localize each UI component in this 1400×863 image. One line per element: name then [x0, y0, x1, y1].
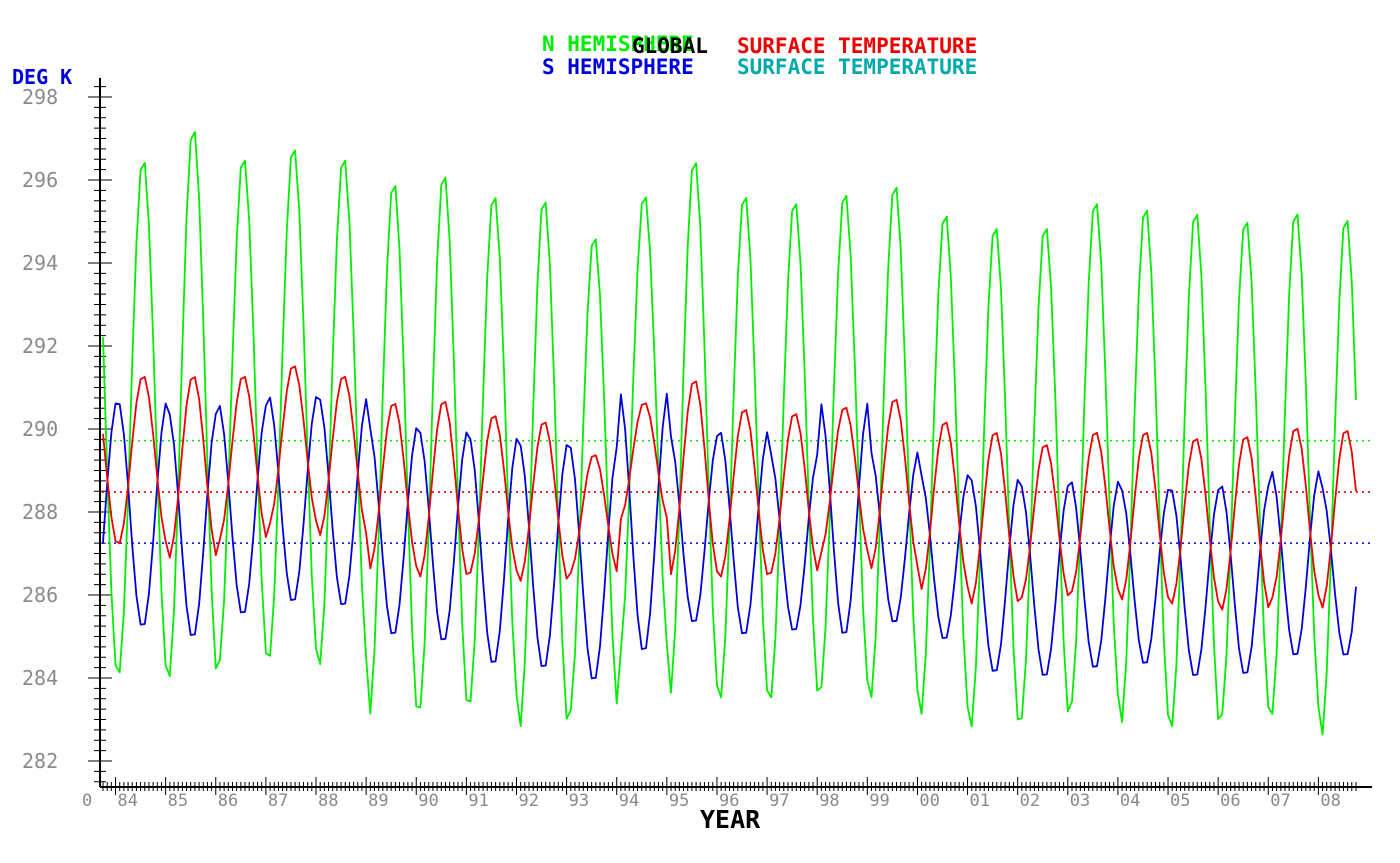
x-tick-label: 91	[468, 791, 488, 811]
x-tick-label: 96	[719, 791, 739, 811]
y-tick-label: 284	[22, 666, 58, 690]
x-ticks: 84 85 86 87 88 89 90 91 92 93 94 95 96 97 98 99 00 01 02 03…	[102, 777, 1357, 811]
y-tick-label: 290	[22, 417, 58, 441]
axes	[99, 78, 1372, 788]
x-tick-label: 90	[418, 791, 438, 811]
y-ticks: 282 284 286 288 290 292 294 296 298	[22, 85, 112, 783]
x-tick-label: 89	[368, 791, 388, 811]
series-lines	[102, 131, 1357, 736]
x-axis-label: YEAR	[700, 805, 761, 834]
y-axis-label: DEG K	[12, 65, 72, 89]
x-tick-label: 06	[1220, 791, 1240, 811]
origin-label: 0	[82, 791, 92, 811]
x-tick-label: 01	[970, 791, 990, 811]
x-tick-label: 84	[118, 791, 138, 811]
y-tick-label: 296	[22, 168, 58, 192]
title-surface-temperature-red: SURFACE TEMPERATURE	[737, 34, 977, 58]
x-tick-label: 04	[1120, 791, 1140, 811]
x-tick-label: 87	[268, 791, 288, 811]
y-tick-label: 294	[22, 251, 58, 275]
y-tick-label: 298	[22, 85, 58, 109]
y-tick-label: 282	[22, 749, 58, 773]
x-tick-label: 94	[619, 791, 639, 811]
title-surface-temperature-teal: SURFACE TEMPERATURE	[737, 55, 977, 79]
x-tick-label: 02	[1020, 791, 1040, 811]
series-line-global	[102, 365, 1357, 611]
series-line-s-hemisphere	[102, 392, 1357, 680]
x-tick-label: 92	[518, 791, 538, 811]
x-tick-label: 97	[769, 791, 789, 811]
x-tick-label: 86	[218, 791, 238, 811]
x-tick-label: 95	[669, 791, 689, 811]
x-tick-label: 05	[1170, 791, 1190, 811]
title-n-hemisphere: N HEMISPHERE	[542, 32, 694, 56]
x-tick-label: 07	[1270, 791, 1290, 811]
y-tick-label: 292	[22, 334, 58, 358]
x-tick-label: 85	[168, 791, 188, 811]
series-line-n-hemisphere	[102, 131, 1357, 736]
y-tick-label: 286	[22, 583, 58, 607]
x-tick-label: 99	[869, 791, 889, 811]
x-tick-label: 93	[569, 791, 589, 811]
y-tick-label: 288	[22, 500, 58, 524]
title-global: GLOBAL	[632, 34, 708, 58]
x-tick-label: 88	[318, 791, 338, 811]
x-tick-label: 08	[1320, 791, 1340, 811]
x-tick-label: 98	[819, 791, 839, 811]
title-s-hemisphere: S HEMISPHERE	[542, 55, 694, 79]
x-tick-label: 00	[919, 791, 939, 811]
x-tick-label: 03	[1070, 791, 1090, 811]
